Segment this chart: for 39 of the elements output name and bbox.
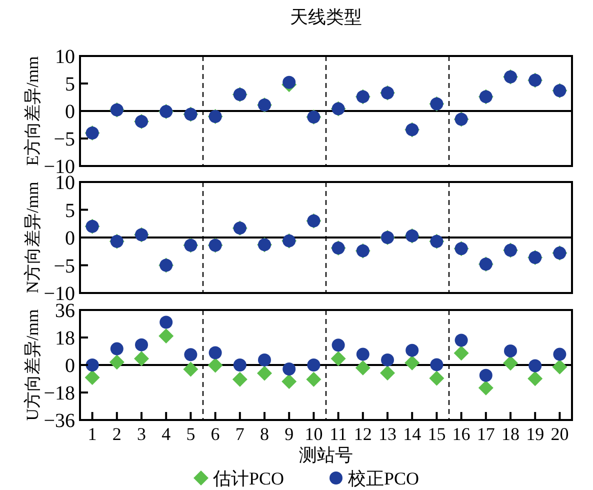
legend-label: 校正PCO xyxy=(347,468,420,488)
x-tick-label: 3 xyxy=(137,424,146,444)
y-tick-label: 18 xyxy=(55,328,75,350)
y-tick-label: 0 xyxy=(65,228,75,250)
y-tick-label: −18 xyxy=(44,382,75,404)
x-tick-label: 17 xyxy=(476,424,495,444)
x-tick-label: 2 xyxy=(112,424,122,444)
x-tick-label: 14 xyxy=(403,424,422,444)
y-tick-label: −5 xyxy=(54,128,75,150)
y-axis-title: U方向差异/mm xyxy=(23,309,42,421)
y-tick-label: 10 xyxy=(55,172,75,194)
y-tick-label: 5 xyxy=(65,74,75,96)
y-tick-label: −5 xyxy=(54,255,75,278)
x-tick-label: 12 xyxy=(354,424,372,444)
x-axis-title: 测站号 xyxy=(299,445,353,465)
x-tick-label: 5 xyxy=(186,424,196,444)
x-tick-label: 11 xyxy=(330,424,347,444)
x-tick-label: 20 xyxy=(550,424,569,444)
y-tick-label: 0 xyxy=(65,355,75,377)
x-tick-label: 15 xyxy=(428,424,446,444)
y-tick-label: 5 xyxy=(65,200,75,222)
x-tick-label: 4 xyxy=(162,424,171,444)
x-tick-label: 7 xyxy=(235,424,244,444)
x-tick-label: 10 xyxy=(304,424,323,444)
x-tick-label: 18 xyxy=(502,424,520,444)
x-tick-label: 19 xyxy=(526,424,544,444)
x-tick-label: 1 xyxy=(88,424,97,444)
chart-title: 天线类型 xyxy=(290,7,362,27)
y-tick-label: 0 xyxy=(65,101,75,123)
y-axis-title: N方向差异/mm xyxy=(23,182,42,294)
y-axis-title: E方向差异/mm xyxy=(23,56,42,166)
x-tick-label: 13 xyxy=(378,424,396,444)
x-tick-label: 9 xyxy=(284,424,294,444)
y-tick-label: −36 xyxy=(44,410,75,432)
x-tick-label: 8 xyxy=(260,424,269,444)
legend-label: 估计PCO xyxy=(212,468,284,488)
y-tick-label: 10 xyxy=(55,46,75,68)
x-tick-label: 16 xyxy=(452,424,470,444)
x-tick-label: 6 xyxy=(210,424,220,444)
